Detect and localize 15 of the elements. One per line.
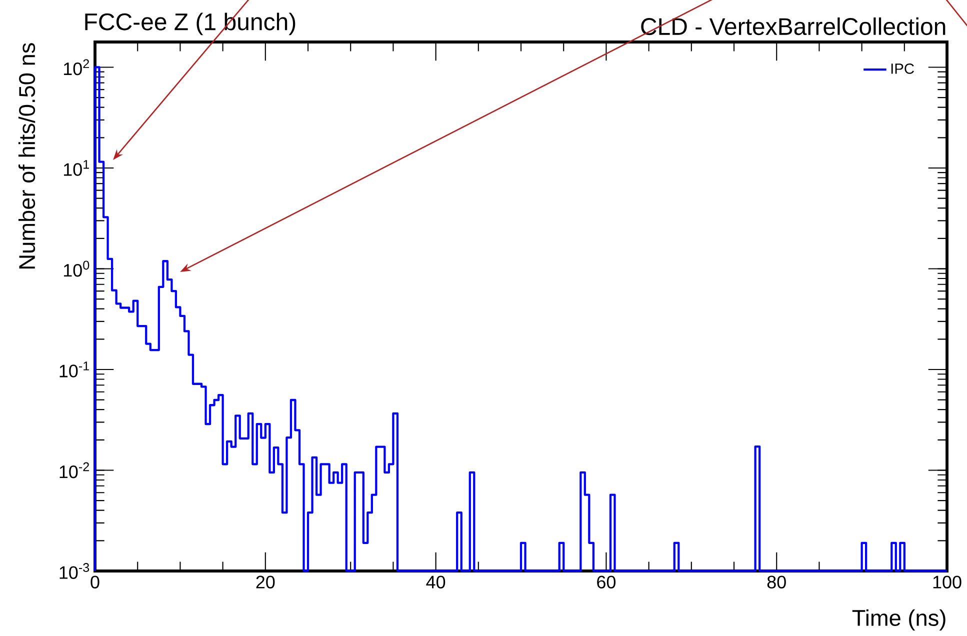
x-tick-label: 100 [933, 576, 962, 588]
x-axis-title: Time (ns) [852, 609, 946, 630]
x-tick-label: 20 [256, 576, 275, 588]
y-axis-title: Number of hits/0.50 ns [18, 43, 36, 268]
y-tick-label: 10$^{0}$ [64, 260, 90, 277]
y-tick-label: 10$^{-1}$ [60, 362, 90, 378]
x-tick-label: 0 [90, 576, 100, 588]
x-tick-label: 60 [597, 576, 616, 588]
x-tick-label: 80 [767, 576, 786, 588]
y-tick-label: 10$^{1}$ [64, 160, 90, 176]
y-tick-label: 10$^{-3}$ [60, 563, 90, 579]
x-tick-label: 40 [426, 576, 446, 588]
y-tick-label: 10$^{-2}$ [60, 462, 89, 478]
legend-label: IPC [891, 63, 914, 74]
y-tick-label: 10$^{2}$ [64, 59, 89, 76]
